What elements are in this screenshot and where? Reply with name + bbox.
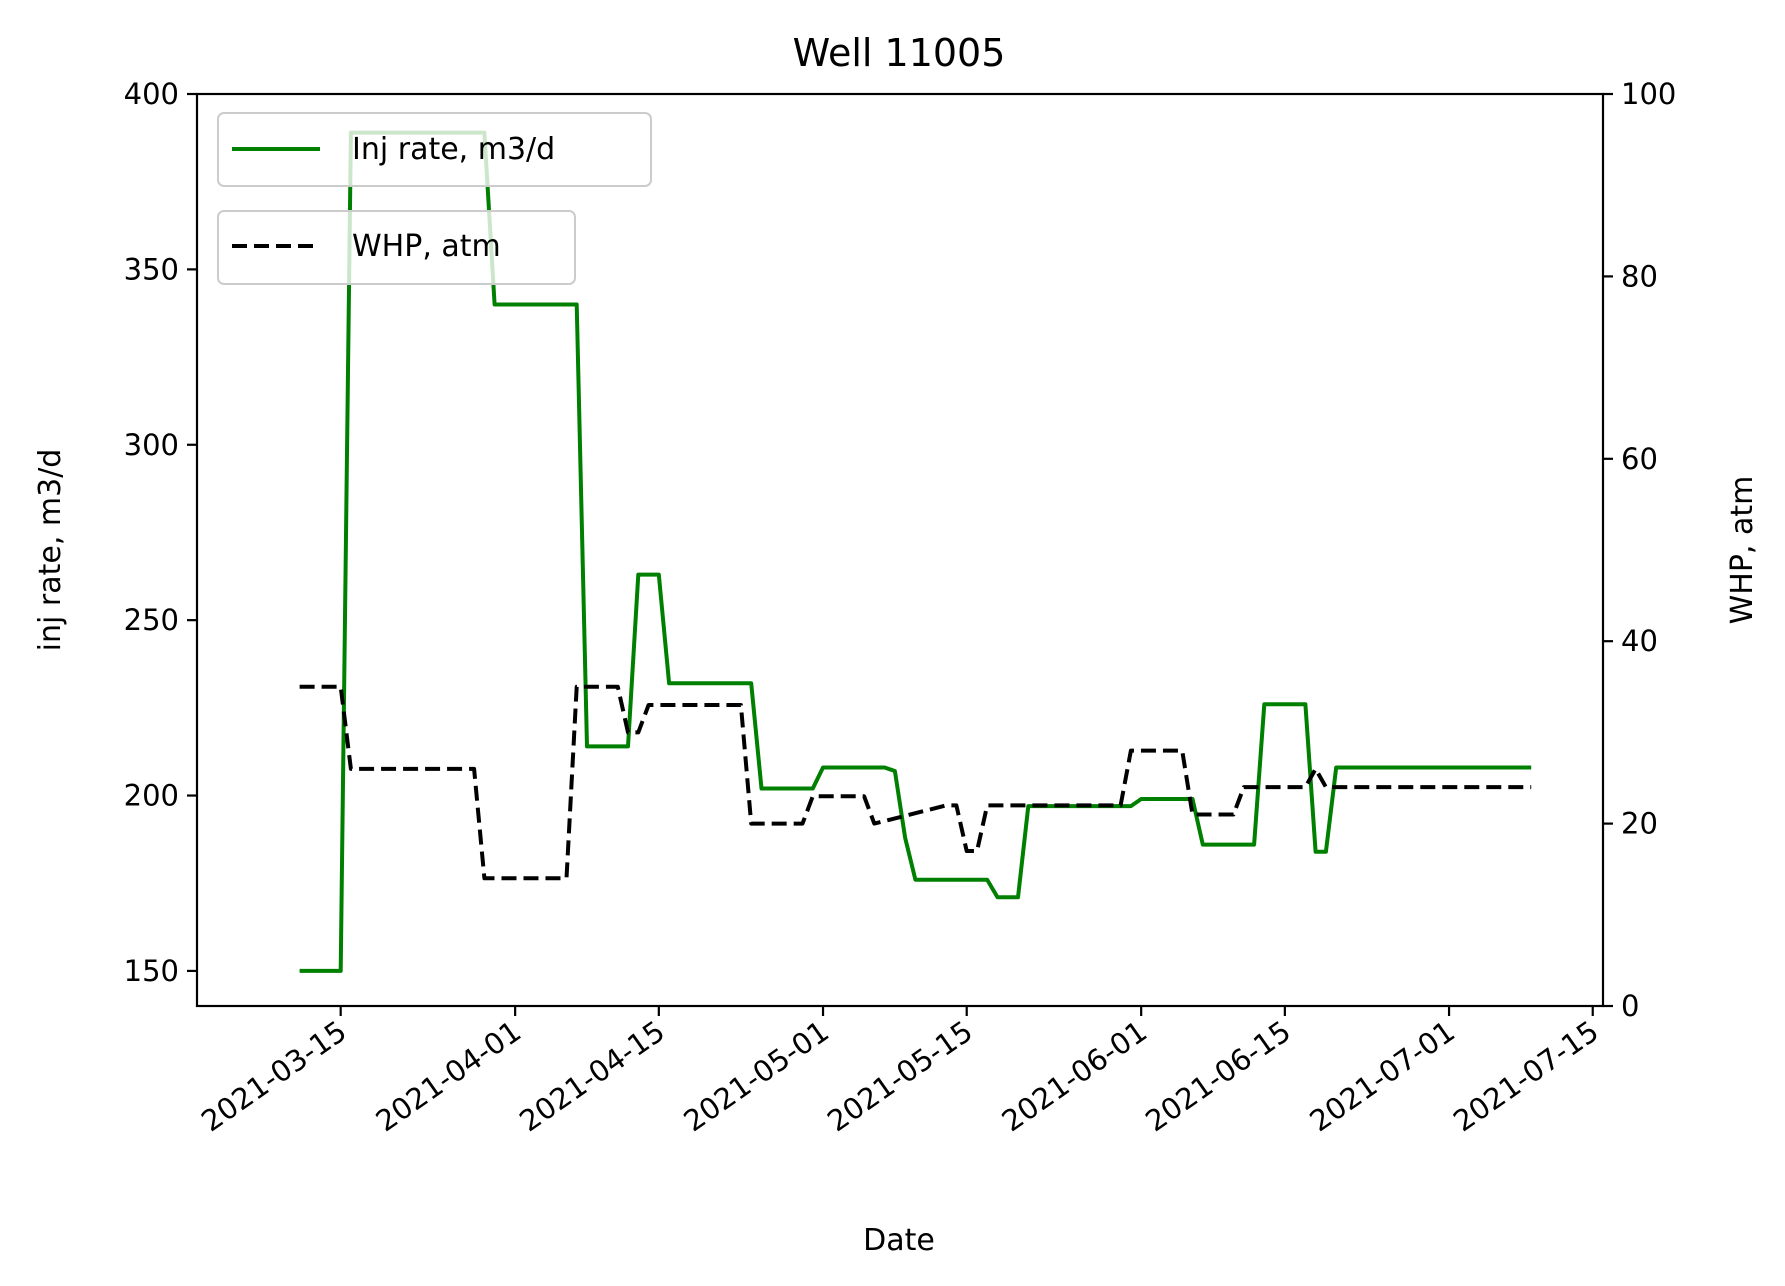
legend-inj-rate-box — [217, 112, 652, 187]
y-right-tick-label: 20 — [1621, 807, 1658, 841]
y-left-tick-label: 350 — [124, 252, 179, 286]
y-left-tick-label: 300 — [124, 428, 179, 462]
legend-inj-rate-label: Inj rate, m3/d — [352, 132, 555, 167]
plot-frame — [195, 92, 1605, 1008]
whp-series-line — [299, 684, 1532, 881]
y-left-tick-label: 150 — [124, 954, 179, 988]
series-layer — [299, 130, 1532, 973]
x-axis-label: Date — [863, 1223, 935, 1258]
inj-rate-series-line — [299, 130, 1532, 973]
y-right-tick-label: 40 — [1621, 624, 1658, 658]
y-right-tick-label: 80 — [1621, 259, 1658, 293]
legend-whp-label: WHP, atm — [352, 229, 501, 264]
y-axis-right-label: WHP, atm — [1725, 476, 1760, 625]
chart-title: Well 11005 — [793, 31, 1006, 75]
legend-inj-rate: Inj rate, m3/d — [217, 112, 652, 187]
y-axis-right: 0 20 40 60 80 100 — [1603, 77, 1676, 1023]
y-left-tick-label: 200 — [124, 779, 179, 813]
y-right-tick-label: 60 — [1621, 442, 1658, 476]
y-right-tick-label: 100 — [1621, 77, 1676, 111]
y-axis-left: 150 200 250 300 350 400 — [124, 77, 197, 988]
y-left-tick-label: 400 — [124, 77, 179, 111]
y-right-tick-label: 0 — [1621, 989, 1639, 1023]
legend-whp-box — [217, 210, 576, 285]
y-axis-left-label: inj rate, m3/d — [33, 449, 68, 652]
y-left-tick-label: 250 — [124, 603, 179, 637]
legend-whp: WHP, atm — [217, 210, 576, 285]
